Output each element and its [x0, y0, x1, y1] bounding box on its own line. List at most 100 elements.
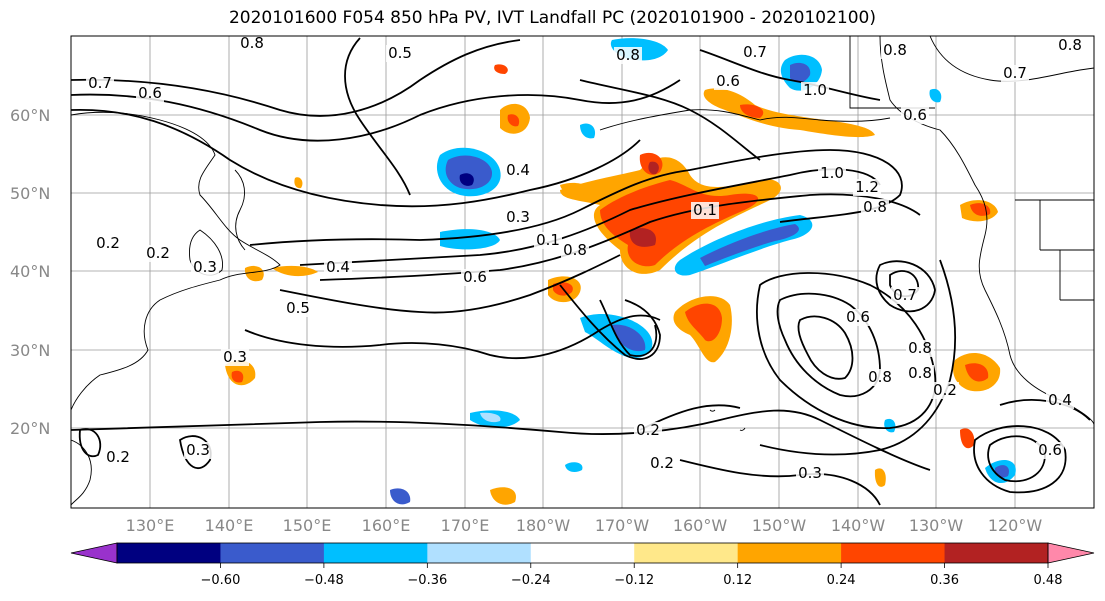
- contour-label: 0.8: [883, 41, 907, 59]
- contour-label: 0.6: [463, 268, 487, 286]
- contour-label-bg: [714, 73, 742, 90]
- contour-label: 0.8: [908, 364, 932, 382]
- contour-label: 1.0: [820, 164, 844, 182]
- contour-label-bg: [1046, 392, 1074, 409]
- colorbar-bin: [944, 543, 1049, 563]
- contour-label-bg: [561, 242, 589, 259]
- colorbar-tick-label: 0.12: [723, 573, 752, 588]
- contour-label-bg: [221, 349, 249, 366]
- lat-label: 60°N: [10, 106, 50, 125]
- contour-label-bg: [284, 300, 312, 317]
- contour-label: 0.8: [240, 34, 264, 52]
- longitude-labels: 130°E 140°E 150°E 160°E 170°E 180°W 170°…: [126, 516, 1043, 535]
- lon-label: 150°E: [283, 516, 332, 535]
- colorbar-extension-low: [70, 542, 118, 564]
- lon-label: 140°W: [831, 516, 886, 535]
- contour-label-bg: [634, 422, 662, 439]
- contour-label-bg: [881, 42, 909, 59]
- contour-label-bg: [614, 47, 642, 64]
- contour-label-bg: [386, 45, 414, 62]
- lat-label: 40°N: [10, 262, 50, 281]
- contour-label: 0.3: [193, 258, 217, 276]
- colorbar-frame: [116, 542, 1049, 564]
- colorbar-tick-label: −0.12: [614, 573, 654, 588]
- lon-label: 130°E: [126, 516, 175, 535]
- contour-label-bg: [801, 82, 829, 99]
- contour-label-bg: [534, 232, 562, 249]
- contour-label-bg: [1056, 37, 1084, 54]
- contour-label: 0.1: [693, 201, 717, 219]
- pv-contours: [71, 37, 1091, 506]
- contour-label-bg: [741, 44, 769, 61]
- lon-label: 160°W: [673, 516, 728, 535]
- contour-label-bg: [504, 162, 532, 179]
- contour-label-bg: [901, 107, 929, 124]
- contour-label: 0.5: [388, 44, 412, 62]
- contour-label: 0.7: [743, 43, 767, 61]
- colorbar-bin: [117, 543, 221, 563]
- contour-label: 0.4: [326, 258, 350, 276]
- contour-label: 1.2: [855, 178, 879, 196]
- colorbar-bin: [323, 543, 428, 563]
- contour-label-bg: [86, 75, 114, 92]
- contour-label: 0.6: [846, 308, 870, 326]
- contour-label: 1.0: [803, 81, 827, 99]
- contour-label: 0.7: [1003, 64, 1027, 82]
- contour-label-bg: [461, 269, 489, 286]
- contour-label-bg: [691, 202, 719, 219]
- contour-label-bg: [136, 85, 164, 102]
- lon-label: 140°E: [205, 516, 254, 535]
- contour-label: 0.4: [506, 161, 530, 179]
- contour-label-bg: [906, 340, 934, 357]
- contour-label: 0.8: [616, 46, 640, 64]
- contour-label: 0.2: [106, 448, 130, 466]
- colorbar-bin: [530, 543, 635, 563]
- contour-label: 0.2: [933, 381, 957, 399]
- contour-label-bg: [191, 259, 219, 276]
- contour-label-bg: [238, 35, 266, 52]
- contour-label: 0.6: [716, 72, 740, 90]
- lon-label: 160°E: [362, 516, 411, 535]
- lon-label: 150°W: [752, 516, 807, 535]
- contour-label-bg: [94, 235, 122, 252]
- colorbar-extension-high: [1047, 542, 1095, 564]
- contour-label-bg: [891, 287, 919, 304]
- contour-label: 0.6: [138, 84, 162, 102]
- contour-label: 0.7: [88, 74, 112, 92]
- contour-label: 0.8: [863, 198, 887, 216]
- lon-label: 170°E: [441, 516, 490, 535]
- colorbar-bin: [220, 543, 325, 563]
- lon-label: 130°W: [909, 516, 964, 535]
- contour-label-bg: [504, 209, 532, 226]
- colorbar-tick-label: 0.48: [1034, 573, 1063, 588]
- contour-label-bg: [853, 179, 881, 196]
- colorbar-tick-label: −0.36: [407, 573, 447, 588]
- colorbar-tick-label: 0.36: [930, 573, 959, 588]
- contour-label-bg: [861, 199, 889, 216]
- contour-label: 0.2: [650, 454, 674, 472]
- lon-label: 170°W: [595, 516, 650, 535]
- contour-label: 0.2: [636, 421, 660, 439]
- contour-label-bg: [1036, 442, 1064, 459]
- contour-label: 0.3: [223, 348, 247, 366]
- contour-label-bg: [931, 382, 959, 399]
- contour-label: 0.8: [868, 368, 892, 386]
- contour-label-bg: [144, 245, 172, 262]
- colorbar-bin: [737, 543, 842, 563]
- contour-label: 0.3: [506, 208, 530, 226]
- contour-label-bg: [796, 465, 824, 482]
- contour-label-bg: [844, 309, 872, 326]
- colorbar-tick-label: −0.24: [511, 573, 551, 588]
- contour-label: 0.6: [903, 106, 927, 124]
- lat-label: 30°N: [10, 341, 50, 360]
- colorbar-bin: [841, 543, 946, 563]
- contour-label-bg: [184, 442, 212, 459]
- map-frame: [70, 35, 1095, 509]
- contour-label: 0.2: [96, 234, 120, 252]
- contour-label: 0.1: [536, 231, 560, 249]
- contour-labels: 0.80.5 0.8 0.7 0.8 0.80.70.60.70.6 1.00.60.40…: [86, 34, 1084, 482]
- contour-label-bg: [648, 455, 676, 472]
- colorbar-tick-label: −0.48: [304, 573, 344, 588]
- colorbar: −0.60 −0.48 −0.36 −0.24 −0.12 0.12 0.24 0.36 0.4…: [70, 542, 1095, 588]
- lat-label: 50°N: [10, 184, 50, 203]
